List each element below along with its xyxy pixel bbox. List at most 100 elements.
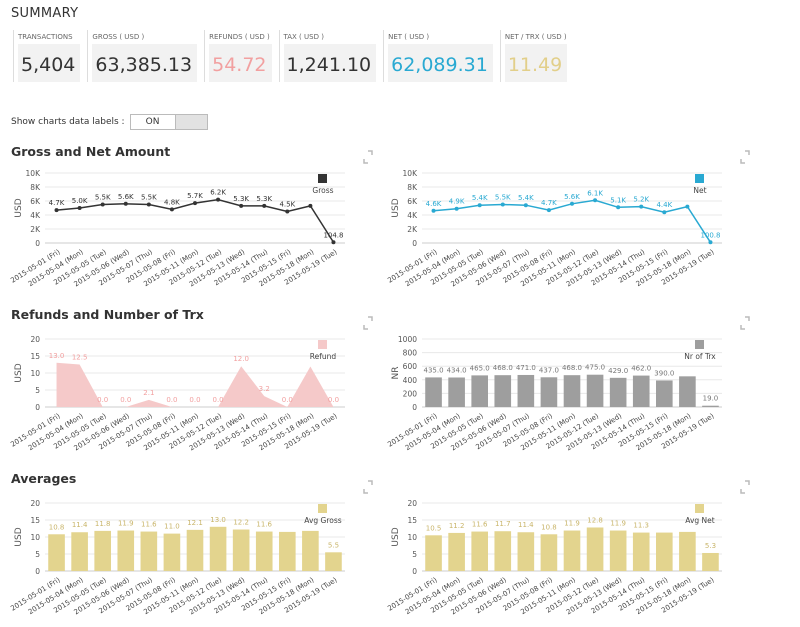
toggle-row: Show charts data labels : ON (11, 114, 208, 130)
data-label: 11.2 (449, 522, 465, 530)
bar (425, 377, 442, 407)
data-label: 429.0 (608, 367, 628, 375)
expand-icon (363, 480, 373, 494)
data-label: 11.4 (72, 521, 88, 529)
y-tick-label: 600 (403, 362, 418, 371)
data-label: 471.0 (516, 364, 536, 372)
toggle-label: Show charts data labels : (11, 117, 125, 127)
bar (48, 534, 65, 571)
data-label: 5.3K (233, 195, 249, 203)
data-label: 11.9 (610, 520, 626, 528)
y-tick-label: 0 (412, 567, 417, 576)
bar (140, 531, 158, 571)
data-label: 0.0 (328, 396, 339, 404)
bar (279, 531, 296, 571)
bar (702, 552, 719, 571)
y-tick-label: 2K (30, 225, 41, 234)
bar (586, 374, 604, 407)
y-tick-label: 2K (407, 225, 418, 234)
legend-swatch (318, 340, 327, 349)
data-label: 5.5 (328, 541, 339, 549)
point (616, 205, 621, 210)
card-value: 11.49 (504, 44, 568, 82)
data-label: 0.0 (282, 396, 293, 404)
y-tick-label: 800 (403, 349, 418, 358)
section-title: Gross and Net Amount (11, 144, 170, 159)
point (331, 240, 336, 245)
card-label: TAX ( USD ) (283, 33, 324, 41)
data-label: 11.9 (118, 520, 134, 528)
bar (586, 527, 604, 571)
legend-label: Nr of Trx (684, 352, 716, 361)
y-tick-label: 5 (35, 386, 40, 395)
legend-label: Avg Net (685, 516, 714, 525)
data-label: 6.1K (587, 189, 603, 197)
summary-card: NET ( USD ) 62,089.31 (383, 30, 493, 82)
bar (656, 532, 673, 571)
expand-icon (363, 316, 373, 330)
data-label: 0.0 (97, 396, 108, 404)
point (239, 203, 244, 208)
toggle-switch[interactable]: ON (129, 114, 208, 130)
bar (71, 532, 88, 571)
legend-label: Refund (310, 352, 337, 361)
point (77, 206, 82, 210)
expand-icon (740, 480, 750, 494)
bar (302, 530, 319, 571)
bar (471, 375, 488, 407)
y-tick-label: 10 (30, 369, 40, 378)
point (169, 207, 174, 212)
data-label: 3.2 (259, 385, 270, 393)
point (285, 209, 290, 214)
toggle-knob (174, 115, 207, 129)
y-tick-label: 20 (407, 499, 417, 508)
card-label: NET ( USD ) (388, 33, 430, 41)
y-axis-label: USD (391, 527, 401, 546)
bar (448, 532, 465, 571)
y-tick-label: 8K (30, 183, 41, 192)
legend-label: Avg Gross (304, 516, 342, 525)
data-label: 5.0K (72, 197, 88, 205)
data-label: 0.0 (120, 396, 131, 404)
card-value: 62,089.31 (388, 44, 493, 82)
summary-cards: TRANSACTIONS 5,404 GROSS ( USD ) 63,385.13 R… (13, 30, 568, 82)
bar (656, 380, 673, 407)
point (262, 203, 267, 208)
data-label: 4.4K (656, 201, 672, 209)
data-label: 2.1 (143, 389, 154, 397)
y-axis-label: USD (14, 363, 24, 382)
area (56, 362, 334, 407)
data-label: 12.5 (72, 354, 88, 362)
bar (679, 376, 696, 407)
y-tick-label: 0 (35, 403, 40, 412)
toggle-state: ON (145, 117, 160, 127)
card-value: 54.72 (209, 44, 272, 82)
data-label: 468.0 (562, 364, 582, 372)
bar (679, 531, 696, 571)
y-tick-label: 4K (30, 211, 41, 220)
data-label: 10.5 (426, 524, 442, 532)
y-tick-label: 5 (35, 550, 40, 559)
point (193, 201, 197, 206)
data-label: 11.6 (256, 521, 272, 529)
bar (540, 534, 558, 571)
summary-title: SUMMARY (11, 6, 79, 21)
data-label: 390.0 (654, 369, 674, 377)
bar (609, 377, 627, 407)
data-label: 5.4K (518, 194, 534, 202)
data-label: 0.0 (189, 396, 200, 404)
bar (517, 532, 535, 571)
data-label: 13.0 (49, 352, 65, 360)
data-label: 5.7K (187, 192, 203, 200)
bar (563, 375, 581, 407)
point (708, 240, 713, 245)
point (593, 198, 598, 203)
bar (325, 552, 342, 571)
y-tick-label: 0 (412, 403, 417, 412)
point (454, 206, 459, 211)
data-label: 11.4 (518, 521, 534, 529)
legend-swatch (318, 504, 327, 513)
bar (94, 530, 111, 571)
legend-swatch (695, 174, 704, 183)
